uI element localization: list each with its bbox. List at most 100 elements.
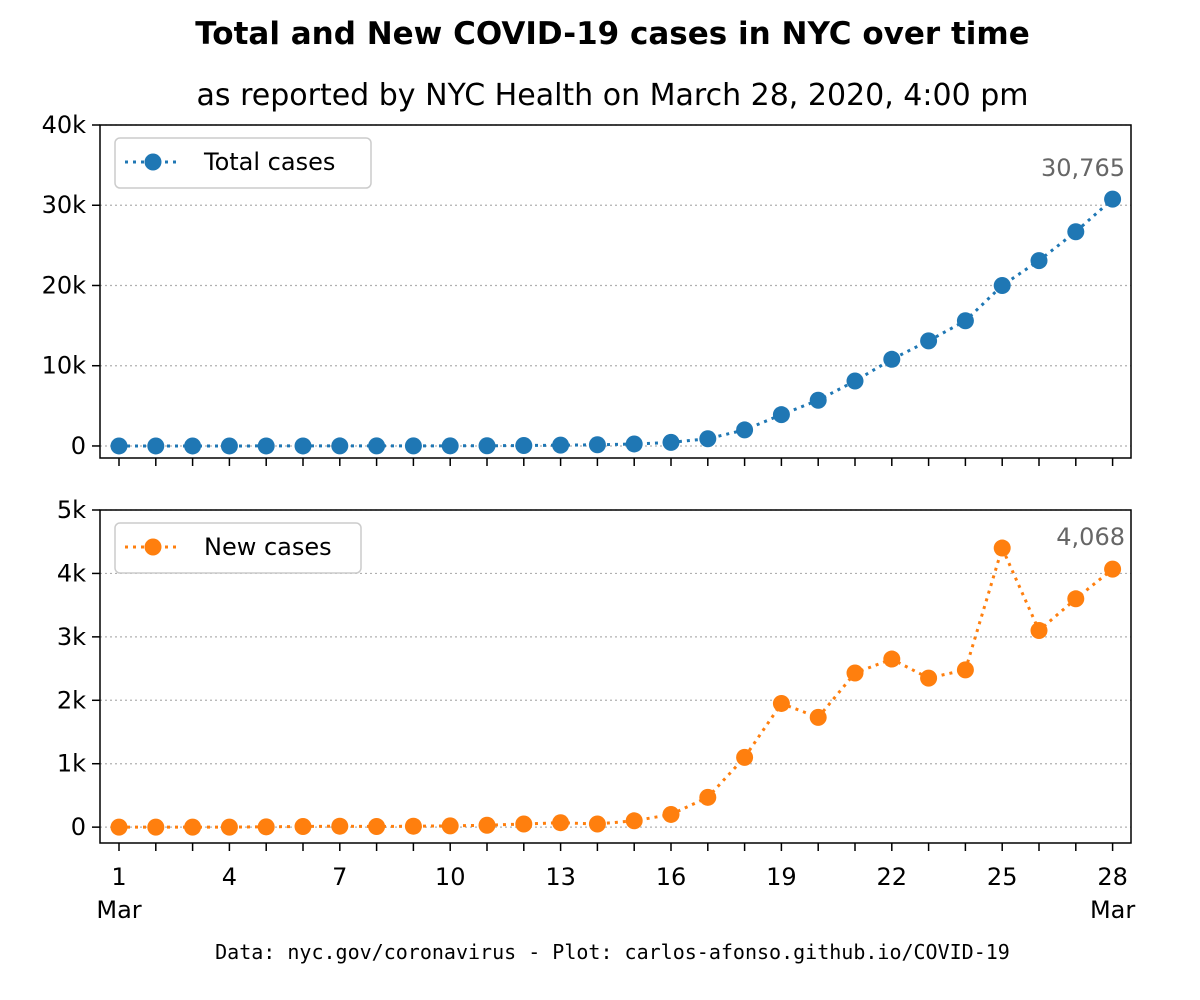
new-legend-label: New cases: [204, 533, 332, 561]
total-series-line: [119, 197, 1114, 448]
new-data-point: [220, 818, 238, 836]
new-cases-panel: 0 1k 2k 3k 4k 5k 1 Mar 4 7 10 13 16 19 22 25 28 Mar 4,06…: [57, 496, 1136, 924]
x-tick-label: Mar: [1090, 896, 1135, 924]
total-data-point: [772, 406, 790, 424]
total-data-point: [1067, 223, 1085, 241]
total-data-point: [441, 437, 459, 455]
chart-title: Total and New COVID-19 cases in NYC over…: [195, 16, 1030, 52]
new-data-point: [588, 815, 606, 833]
total-data-point: [662, 433, 680, 451]
total-data-point: [184, 437, 202, 455]
total-data-point: [809, 391, 827, 409]
new-legend: New cases: [114, 522, 362, 574]
new-y-tick-label: 5k: [57, 496, 86, 524]
new-x-axis: 1 Mar 4 7 10 13 16 19 22 25 28 Mar: [96, 843, 1135, 924]
total-data-point: [846, 372, 864, 390]
new-data-point: [368, 818, 386, 836]
total-data-point: [294, 437, 312, 455]
new-data-point: [993, 539, 1011, 557]
x-tick-label: 22: [877, 863, 908, 891]
total-data-point: [147, 437, 165, 455]
total-y-tick-label: 20k: [42, 271, 87, 299]
total-data-point: [110, 437, 128, 455]
new-data-point: [110, 818, 128, 836]
new-data-point: [257, 818, 275, 836]
new-data-point: [331, 817, 349, 835]
x-tick-label: 25: [987, 863, 1018, 891]
new-data-point: [772, 694, 790, 712]
total-y-axis: 0 10k 20k 30k 40k: [42, 111, 100, 460]
total-cases-panel: 0 10k 20k 30k 40k 30,765 Total cases: [42, 111, 1132, 466]
new-legend-marker: [144, 538, 162, 556]
total-data-point: [220, 437, 238, 455]
new-data-point: [478, 816, 496, 834]
new-data-point: [883, 650, 901, 668]
new-last-value-annotation: 4,068: [1056, 523, 1125, 551]
total-data-point: [515, 437, 533, 455]
new-data-point: [147, 818, 165, 836]
total-data-point: [1104, 190, 1122, 208]
new-y-tick-label: 2k: [57, 686, 86, 714]
x-tick-label: 13: [545, 863, 576, 891]
new-data-point: [1030, 622, 1048, 640]
x-tick-label: 28: [1097, 863, 1128, 891]
new-data-point: [404, 817, 422, 835]
total-data-point: [1030, 252, 1048, 270]
total-legend-label: Total cases: [203, 148, 335, 176]
new-y-tick-label: 0: [71, 813, 86, 841]
total-data-point: [920, 332, 938, 350]
new-data-point: [625, 812, 643, 830]
new-axes-frame: [99, 509, 1132, 844]
total-legend: Total cases: [114, 137, 372, 189]
x-tick-label: 7: [332, 863, 347, 891]
new-data-point: [920, 669, 938, 687]
new-data-point: [809, 708, 827, 726]
total-data-point: [625, 435, 643, 453]
new-series-points: [110, 539, 1122, 836]
total-y-tick-label: 0: [71, 432, 86, 460]
total-y-tick-label: 40k: [42, 111, 87, 139]
chart-subtitle: as reported by NYC Health on March 28, 2…: [196, 78, 1029, 113]
x-tick-label: 4: [222, 863, 237, 891]
total-data-point: [736, 421, 754, 439]
total-last-value-annotation: 30,765: [1041, 154, 1125, 182]
total-legend-marker: [144, 153, 162, 171]
new-data-point: [184, 818, 202, 836]
x-tick-label: Mar: [96, 896, 141, 924]
total-data-point: [478, 437, 496, 455]
new-data-point: [294, 818, 312, 836]
new-y-tick-label: 3k: [57, 623, 86, 651]
total-data-point: [956, 312, 974, 330]
new-data-point: [662, 805, 680, 823]
total-data-point: [588, 436, 606, 454]
new-legend-box: [114, 522, 362, 574]
new-series-line: [119, 543, 1114, 829]
new-data-point: [699, 788, 717, 806]
new-data-point: [1067, 590, 1085, 608]
total-series-points: [110, 190, 1122, 455]
x-tick-label: 1: [111, 863, 126, 891]
new-y-axis: 0 1k 2k 3k 4k 5k: [57, 496, 100, 841]
new-data-point: [846, 664, 864, 682]
new-data-point: [515, 815, 533, 833]
new-data-point: [1104, 560, 1122, 578]
x-tick-label: 16: [656, 863, 687, 891]
total-data-point: [257, 437, 275, 455]
source-footer: Data: nyc.gov/coronavirus - Plot: carlos…: [215, 940, 1010, 964]
total-data-point: [404, 437, 422, 455]
x-tick-label: 10: [435, 863, 466, 891]
total-data-point: [993, 276, 1011, 294]
total-axes-frame: [99, 124, 1132, 459]
total-legend-box: [114, 137, 372, 189]
total-data-point: [368, 437, 386, 455]
total-data-point: [331, 437, 349, 455]
total-data-point: [883, 350, 901, 368]
total-x-axis: [118, 458, 1114, 466]
new-y-tick-label: 4k: [57, 559, 86, 587]
x-tick-label: 19: [766, 863, 797, 891]
new-data-point: [736, 748, 754, 766]
total-y-tick-label: 30k: [42, 191, 87, 219]
total-data-point: [699, 430, 717, 448]
new-data-point: [956, 661, 974, 679]
